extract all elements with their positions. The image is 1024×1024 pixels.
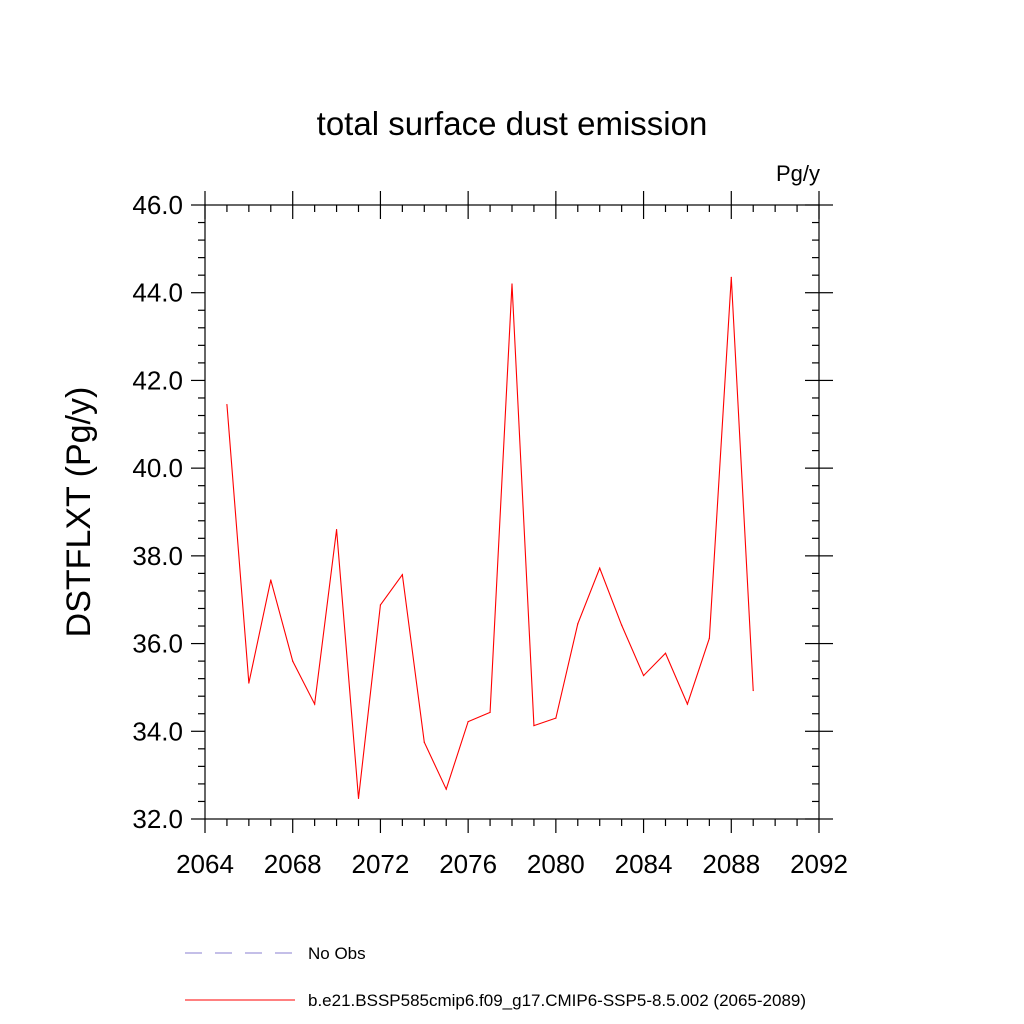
data-point [423, 741, 425, 743]
data-point [642, 674, 645, 677]
legend-entry: b.e21.BSSP585cmip6.f09_g17.CMIP6-SSP5-8.… [308, 991, 806, 1010]
x-tick-label: 2088 [702, 849, 760, 879]
data-point [708, 637, 710, 639]
data-point [467, 721, 469, 723]
data-point [664, 652, 667, 654]
y-tick-label: 40.0 [132, 453, 183, 483]
x-tick-label: 2080 [527, 849, 585, 879]
data-point [489, 711, 491, 714]
legend-entry: No Obs [308, 944, 366, 963]
data-point [533, 724, 535, 727]
y-axis-label: DSTFLXT (Pg/y) [60, 387, 98, 638]
data-point [599, 567, 601, 569]
data-point [401, 574, 403, 576]
data-point [511, 283, 513, 285]
data-point [226, 403, 228, 406]
x-axis-ticks: 2064 2068 2072 2076 2080 2084 2088 2092 [176, 191, 848, 879]
y-tick-label: 36.0 [132, 629, 183, 659]
data-point [270, 579, 272, 581]
data-point [577, 623, 579, 625]
series-layer [226, 276, 754, 799]
y-tick-label: 38.0 [132, 541, 183, 571]
x-tick-label: 2068 [264, 849, 322, 879]
y-axis-ticks: 32.0 34.0 36.0 38.0 40.0 42.0 44.0 46.0 [132, 190, 833, 834]
series-line [226, 277, 754, 799]
data-point [248, 682, 250, 684]
data-point [621, 624, 623, 626]
data-point [686, 703, 689, 705]
x-tick-label: 2092 [790, 849, 848, 879]
x-tick-label: 2076 [439, 849, 497, 879]
x-tick-label: 2084 [615, 849, 673, 879]
data-point [357, 797, 360, 799]
units-label: Pg/y [776, 161, 820, 186]
x-tick-label: 2064 [176, 849, 234, 879]
y-tick-label: 34.0 [132, 716, 183, 746]
chart-title: total surface dust emission [317, 105, 708, 142]
data-point [730, 276, 732, 278]
data-point [445, 788, 447, 790]
data-point [292, 660, 294, 662]
legend: No Obs b.e21.BSSP585cmip6.f09_g17.CMIP6-S… [185, 944, 806, 1010]
data-point [335, 528, 338, 531]
y-tick-label: 32.0 [132, 804, 183, 834]
data-point [752, 689, 754, 692]
data-point [555, 717, 557, 719]
y-tick-label: 42.0 [132, 365, 183, 395]
data-point [379, 604, 382, 606]
data-point [314, 703, 316, 705]
y-tick-label: 46.0 [132, 190, 183, 220]
x-tick-label: 2072 [352, 849, 410, 879]
y-tick-label: 44.0 [132, 278, 183, 308]
plot-frame [204, 204, 820, 820]
